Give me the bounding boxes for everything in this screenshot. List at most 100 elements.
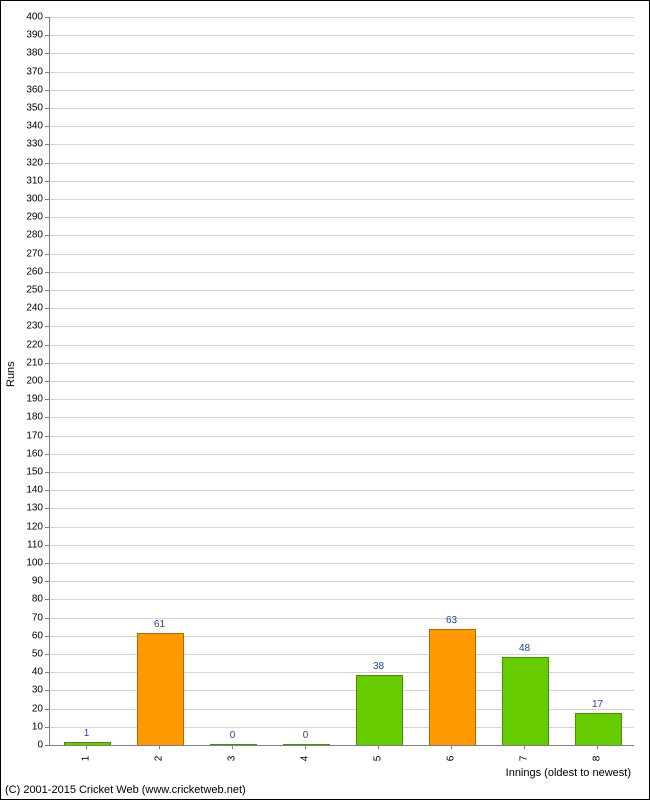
y-tick-mark <box>45 144 49 145</box>
bar <box>137 633 184 745</box>
y-tick-label: 180 <box>7 412 43 423</box>
y-tick-mark <box>45 254 49 255</box>
gridline <box>50 108 634 109</box>
y-tick-mark <box>45 745 49 746</box>
y-tick-label: 260 <box>7 266 43 277</box>
x-tick-mark <box>597 745 598 749</box>
gridline <box>50 235 634 236</box>
y-tick-label: 350 <box>7 103 43 114</box>
y-tick-label: 40 <box>7 667 43 678</box>
y-tick-mark <box>45 363 49 364</box>
bar <box>575 713 622 745</box>
gridline <box>50 563 634 564</box>
y-tick-label: 110 <box>7 539 43 550</box>
x-axis-title: Innings (oldest to newest) <box>506 767 631 779</box>
y-tick-label: 100 <box>7 558 43 569</box>
y-tick-label: 60 <box>7 630 43 641</box>
y-tick-label: 340 <box>7 121 43 132</box>
gridline <box>50 381 634 382</box>
y-tick-mark <box>45 181 49 182</box>
bar <box>502 657 549 745</box>
y-tick-mark <box>45 636 49 637</box>
y-tick-label: 120 <box>7 521 43 532</box>
y-tick-label: 380 <box>7 48 43 59</box>
y-tick-label: 90 <box>7 576 43 587</box>
y-tick-mark <box>45 581 49 582</box>
y-tick-mark <box>45 272 49 273</box>
y-tick-label: 270 <box>7 248 43 259</box>
gridline <box>50 163 634 164</box>
gridline <box>50 581 634 582</box>
y-tick-mark <box>45 126 49 127</box>
y-tick-mark <box>45 345 49 346</box>
y-tick-label: 130 <box>7 503 43 514</box>
gridline <box>50 90 634 91</box>
y-tick-mark <box>45 527 49 528</box>
y-tick-mark <box>45 53 49 54</box>
x-tick-label: 7 <box>518 756 529 762</box>
y-tick-mark <box>45 308 49 309</box>
y-tick-label: 80 <box>7 594 43 605</box>
y-tick-mark <box>45 35 49 36</box>
y-tick-label: 20 <box>7 703 43 714</box>
y-tick-label: 210 <box>7 357 43 368</box>
y-tick-mark <box>45 508 49 509</box>
x-tick-mark <box>159 745 160 749</box>
gridline <box>50 618 634 619</box>
bar-value-label: 61 <box>154 619 165 630</box>
x-tick-mark <box>232 745 233 749</box>
y-tick-mark <box>45 618 49 619</box>
y-tick-mark <box>45 326 49 327</box>
x-tick-label: 2 <box>153 756 164 762</box>
bar <box>429 629 476 745</box>
bar-value-label: 0 <box>230 730 236 741</box>
y-tick-label: 150 <box>7 467 43 478</box>
bar-value-label: 38 <box>373 661 384 672</box>
y-tick-label: 240 <box>7 303 43 314</box>
gridline <box>50 345 634 346</box>
x-tick-mark <box>451 745 452 749</box>
gridline <box>50 527 634 528</box>
bar <box>356 675 403 745</box>
y-tick-label: 370 <box>7 66 43 77</box>
gridline <box>50 490 634 491</box>
y-tick-mark <box>45 90 49 91</box>
y-tick-label: 220 <box>7 339 43 350</box>
gridline <box>50 144 634 145</box>
y-tick-label: 140 <box>7 485 43 496</box>
y-tick-mark <box>45 290 49 291</box>
y-tick-mark <box>45 235 49 236</box>
gridline <box>50 436 634 437</box>
y-tick-mark <box>45 490 49 491</box>
y-tick-mark <box>45 599 49 600</box>
y-tick-mark <box>45 199 49 200</box>
y-tick-label: 290 <box>7 212 43 223</box>
copyright-text: (C) 2001-2015 Cricket Web (www.cricketwe… <box>5 784 246 796</box>
x-tick-mark <box>524 745 525 749</box>
y-tick-mark <box>45 545 49 546</box>
y-tick-label: 10 <box>7 721 43 732</box>
x-tick-mark <box>86 745 87 749</box>
y-tick-label: 300 <box>7 194 43 205</box>
y-tick-mark <box>45 654 49 655</box>
y-tick-mark <box>45 108 49 109</box>
x-tick-label: 8 <box>591 756 602 762</box>
bar <box>210 744 257 745</box>
gridline <box>50 545 634 546</box>
y-tick-mark <box>45 727 49 728</box>
y-tick-label: 280 <box>7 230 43 241</box>
y-tick-label: 230 <box>7 321 43 332</box>
y-tick-label: 310 <box>7 175 43 186</box>
bar <box>64 742 111 745</box>
y-tick-label: 50 <box>7 649 43 660</box>
gridline <box>50 599 634 600</box>
gridline <box>50 417 634 418</box>
y-tick-mark <box>45 690 49 691</box>
gridline <box>50 399 634 400</box>
gridline <box>50 199 634 200</box>
y-tick-label: 390 <box>7 30 43 41</box>
y-tick-label: 360 <box>7 84 43 95</box>
x-tick-label: 1 <box>80 756 91 762</box>
gridline <box>50 290 634 291</box>
gridline <box>50 217 634 218</box>
